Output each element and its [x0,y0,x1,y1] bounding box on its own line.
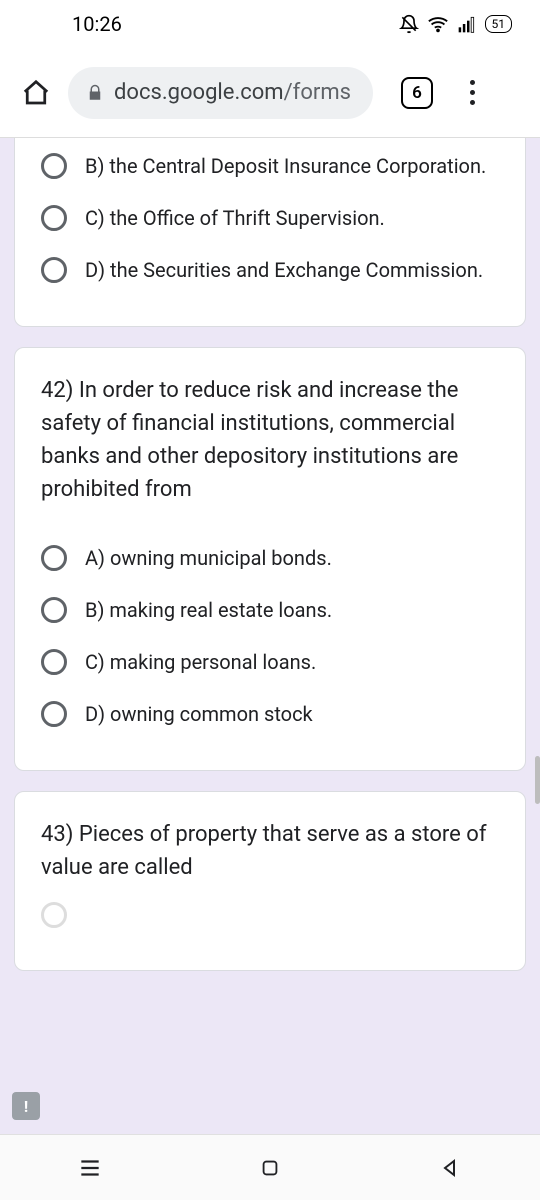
exclamation-icon: ! [24,1097,28,1116]
radio-option[interactable]: D) owning common stock [41,688,499,740]
question-card-42: 42) In order to reduce risk and increase… [14,347,526,771]
home-icon [21,78,51,108]
home-button[interactable] [18,75,54,111]
radio-option[interactable]: B) the Central Deposit Insurance Corpora… [41,140,499,192]
option-label: B) the Central Deposit Insurance Corpora… [85,152,486,180]
page-content: B) the Central Deposit Insurance Corpora… [0,138,540,1134]
system-nav-bar [0,1134,540,1200]
question-text: 42) In order to reduce risk and increase… [41,374,499,506]
status-icons: 51 [399,13,513,35]
radio-icon [41,597,67,623]
wifi-icon [427,13,449,35]
address-bar[interactable]: docs.google.com/forms [68,67,373,119]
bell-off-icon [399,14,419,34]
url-text: docs.google.com/forms [114,80,351,105]
radio-icon [41,545,67,571]
lock-icon [86,84,104,102]
more-menu-button[interactable] [457,80,489,105]
radio-option[interactable]: C) making personal loans. [41,636,499,688]
url-path: /forms [284,80,351,105]
option-label: A) owning municipal bonds. [85,544,332,572]
radio-option[interactable]: A) owning municipal bonds. [41,532,499,584]
radio-option[interactable] [41,902,499,940]
tabs-button[interactable]: 6 [401,77,433,109]
dot-icon [470,90,475,95]
option-label: C) making personal loans. [85,648,316,676]
radio-option[interactable]: C) the Office of Thrift Supervision. [41,192,499,244]
radio-icon [41,153,67,179]
home-nav-button[interactable] [250,1148,290,1188]
radio-icon [41,902,67,928]
question-card-41: B) the Central Deposit Insurance Corpora… [14,138,526,327]
radio-icon [41,257,67,283]
option-label: C) the Office of Thrift Supervision. [85,204,385,232]
dot-icon [470,100,475,105]
scrollbar-thumb[interactable] [535,756,540,804]
signal-icon [457,14,477,34]
option-label: D) owning common stock [85,700,313,728]
option-label: B) making real estate loans. [85,596,332,624]
tab-count: 6 [412,83,422,103]
url-host: docs.google.com [114,80,284,105]
option-label: D) the Securities and Exchange Commissio… [85,256,483,284]
report-button[interactable]: ! [12,1092,40,1120]
battery-indicator: 51 [485,15,513,33]
browser-toolbar: docs.google.com/forms 6 [0,48,540,138]
radio-option[interactable]: D) the Securities and Exchange Commissio… [41,244,499,296]
question-card-43: 43) Pieces of property that serve as a s… [14,791,526,971]
menu-icon [77,1155,103,1181]
back-triangle-icon [438,1156,462,1180]
radio-icon [41,205,67,231]
recents-button[interactable] [70,1148,110,1188]
dot-icon [470,80,475,85]
clock: 10:26 [72,12,122,36]
radio-icon [41,701,67,727]
status-bar: 10:26 51 [0,0,540,48]
question-text: 43) Pieces of property that serve as a s… [41,818,499,884]
back-nav-button[interactable] [430,1148,470,1188]
radio-icon [41,649,67,675]
square-icon [259,1157,281,1179]
radio-option[interactable]: B) making real estate loans. [41,584,499,636]
